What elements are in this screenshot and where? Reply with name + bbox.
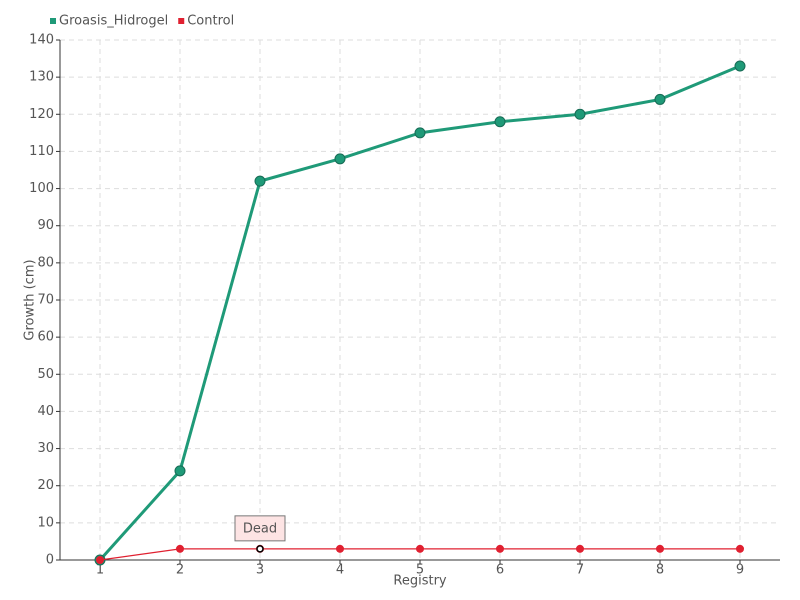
x-tick-label: 8 <box>656 563 664 578</box>
y-tick-label: 110 <box>29 144 54 159</box>
x-tick-label: 9 <box>736 563 744 578</box>
y-tick-label: 140 <box>29 33 54 48</box>
y-tick-label: 130 <box>29 70 54 85</box>
x-axis-label: Registry <box>393 574 447 589</box>
x-tick-label: 3 <box>256 563 264 578</box>
data-point <box>654 93 666 105</box>
annotation-box <box>234 515 286 542</box>
x-tick-label: 2 <box>176 563 184 578</box>
data-point <box>576 544 584 553</box>
y-tick-label: 50 <box>37 367 54 382</box>
data-point <box>176 544 184 553</box>
y-tick-label: 90 <box>37 218 54 233</box>
x-tick-label: 5 <box>416 563 424 578</box>
data-point <box>336 544 344 553</box>
data-point <box>254 175 266 187</box>
annotation-text: Dead <box>243 521 277 536</box>
data-point <box>734 60 746 72</box>
y-tick-label: 0 <box>46 553 54 568</box>
data-point <box>574 108 586 120</box>
x-tick-label: 7 <box>576 563 584 578</box>
y-tick-label: 100 <box>29 181 54 196</box>
x-tick-label: 6 <box>496 563 504 578</box>
annotation-marker <box>256 545 264 553</box>
y-tick-label: 40 <box>37 404 54 419</box>
y-tick-label: 30 <box>37 441 54 456</box>
y-tick-label: 70 <box>37 293 54 308</box>
data-point <box>414 127 426 139</box>
legend-swatch <box>178 18 185 24</box>
legend-swatch <box>50 18 56 24</box>
x-tick-label: 1 <box>96 563 104 578</box>
legend-label: Control <box>187 14 234 29</box>
data-point <box>96 556 104 564</box>
data-point <box>416 544 424 553</box>
data-point <box>736 544 744 553</box>
y-axis-label: Growth (cm) <box>23 259 38 340</box>
data-point <box>496 544 504 553</box>
x-tick-label: 4 <box>336 563 344 578</box>
y-tick-label: 120 <box>29 107 54 122</box>
data-point <box>494 116 506 128</box>
data-point <box>174 465 186 477</box>
y-tick-label: 60 <box>37 330 54 345</box>
legend-label: Groasis_Hidrogel <box>59 14 168 29</box>
y-tick-label: 10 <box>37 515 54 530</box>
y-tick-label: 80 <box>37 255 54 270</box>
y-tick-label: 20 <box>37 478 54 493</box>
data-point <box>334 153 346 165</box>
data-point <box>656 544 664 553</box>
